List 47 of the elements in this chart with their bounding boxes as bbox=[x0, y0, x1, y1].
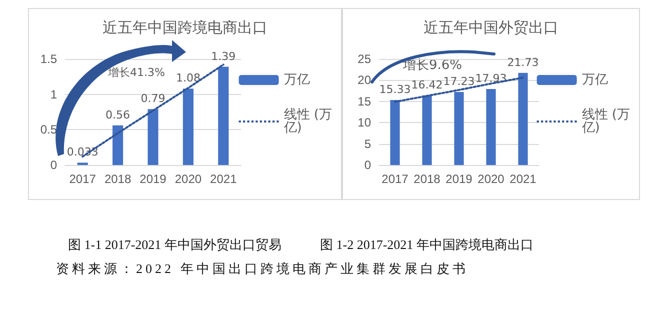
caption: 图 1-1 2017-2021 年中国外贸出口贸易 bbox=[68, 236, 282, 254]
y-tick-label: 1 bbox=[50, 87, 58, 102]
x-tick-label: 2018 bbox=[104, 172, 132, 186]
bar bbox=[422, 95, 432, 165]
chart-title: 近五年中国外贸出口 bbox=[424, 18, 558, 36]
data-label: 0.56 bbox=[106, 108, 130, 122]
y-tick-label: 0 bbox=[364, 158, 372, 172]
data-label: 0.79 bbox=[140, 92, 166, 106]
y-tick-label: 25 bbox=[358, 52, 372, 66]
data-label: 16.42 bbox=[411, 78, 443, 92]
legend-label: 线性 (万亿) bbox=[580, 108, 630, 136]
y-tick-label: 0.5 bbox=[40, 122, 58, 137]
bar bbox=[112, 125, 124, 165]
legend-label: 万亿 bbox=[582, 72, 608, 88]
bar bbox=[182, 88, 194, 165]
data-label: 1.39 bbox=[211, 50, 236, 63]
x-tick-label: 2019 bbox=[446, 172, 473, 186]
y-tick-label: 20 bbox=[358, 73, 372, 88]
caption: 图 1-2 2017-2021 年中国跨境电商出口 bbox=[320, 236, 534, 254]
legend-label: 线性 (万亿) bbox=[282, 108, 332, 136]
bar bbox=[218, 66, 229, 165]
x-tick-label: 2020 bbox=[174, 172, 202, 186]
y-tick-label: 5 bbox=[364, 136, 372, 151]
x-tick-label: 2017 bbox=[69, 172, 96, 186]
y-tick-label: 0 bbox=[50, 158, 58, 172]
x-tick-label: 2021 bbox=[210, 172, 238, 186]
bar bbox=[518, 72, 528, 165]
data-label: 21.73 bbox=[507, 56, 539, 69]
text: 资料来源：2022 年中国出口跨境电商产业集群发展白皮书 bbox=[56, 260, 468, 278]
data-label: 15.33 bbox=[379, 83, 411, 96]
y-tick-label: 15 bbox=[358, 94, 372, 108]
data-label: 17.23 bbox=[443, 74, 475, 88]
bar bbox=[390, 100, 400, 165]
bar bbox=[454, 92, 464, 165]
bar bbox=[486, 88, 496, 165]
annotation: 增长41.3% bbox=[107, 66, 165, 79]
legend-label: 万亿 bbox=[284, 72, 310, 88]
x-tick-label: 2017 bbox=[382, 172, 409, 186]
y-tick-label: 1.5 bbox=[40, 52, 58, 66]
x-tick-label: 2020 bbox=[478, 172, 505, 186]
y-tick-label: 10 bbox=[358, 116, 372, 130]
bar bbox=[148, 109, 158, 165]
x-tick-label: 2021 bbox=[510, 172, 537, 186]
x-tick-label: 2018 bbox=[414, 172, 441, 186]
chart-title: 近五年中国跨境电商出口 bbox=[102, 18, 268, 36]
x-tick-label: 2019 bbox=[140, 172, 167, 186]
data-label: 1.08 bbox=[176, 72, 200, 85]
